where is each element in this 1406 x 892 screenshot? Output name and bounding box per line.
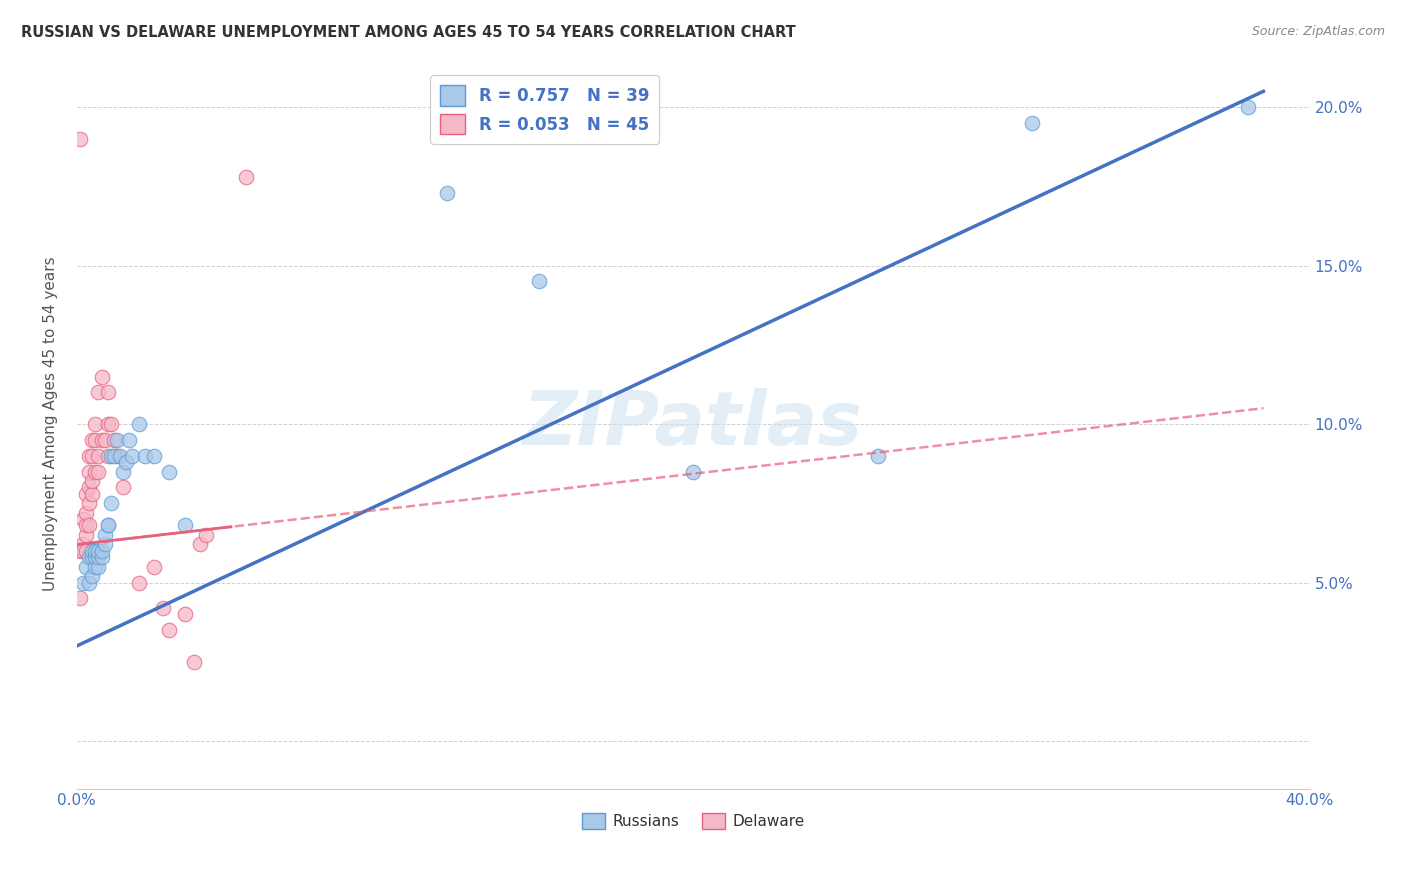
Delaware	[82, 433, 104, 447]
Delaware	[75, 544, 97, 558]
Delaware	[82, 449, 104, 463]
Russians	[97, 518, 120, 533]
Russians	[93, 537, 115, 551]
Text: RUSSIAN VS DELAWARE UNEMPLOYMENT AMONG AGES 45 TO 54 YEARS CORRELATION CHART: RUSSIAN VS DELAWARE UNEMPLOYMENT AMONG A…	[21, 25, 796, 40]
Russians	[128, 417, 150, 431]
Russians	[100, 496, 122, 510]
Delaware	[84, 417, 107, 431]
Russians	[103, 449, 125, 463]
Delaware	[97, 385, 120, 400]
Delaware	[69, 544, 91, 558]
Russians	[84, 559, 107, 574]
Delaware	[97, 417, 120, 431]
Russians	[84, 544, 107, 558]
Russians	[93, 528, 115, 542]
Russians	[77, 550, 100, 565]
Russians	[868, 449, 890, 463]
Russians	[90, 544, 112, 558]
Delaware	[75, 487, 97, 501]
Russians	[82, 550, 104, 565]
Delaware	[93, 433, 115, 447]
Delaware	[105, 449, 128, 463]
Russians	[157, 465, 180, 479]
Delaware	[87, 385, 110, 400]
Text: ZIPatlas: ZIPatlas	[523, 387, 863, 460]
Delaware	[72, 537, 94, 551]
Delaware	[97, 449, 120, 463]
Russians	[115, 455, 138, 469]
Russians	[682, 465, 704, 479]
Russians	[527, 275, 550, 289]
Delaware	[157, 623, 180, 637]
Russians	[1237, 100, 1260, 114]
Russians	[87, 550, 110, 565]
Russians	[108, 449, 131, 463]
Delaware	[195, 528, 218, 542]
Russians	[84, 550, 107, 565]
Russians	[105, 433, 128, 447]
Delaware	[77, 449, 100, 463]
Russians	[82, 544, 104, 558]
Russians	[436, 186, 458, 200]
Delaware	[183, 655, 205, 669]
Delaware	[90, 369, 112, 384]
Russians	[97, 518, 120, 533]
Delaware	[188, 537, 211, 551]
Delaware	[82, 474, 104, 488]
Delaware	[77, 518, 100, 533]
Russians	[77, 575, 100, 590]
Delaware	[84, 433, 107, 447]
Russians	[90, 550, 112, 565]
Delaware	[152, 600, 174, 615]
Russians	[118, 433, 141, 447]
Russians	[82, 569, 104, 583]
Delaware	[103, 433, 125, 447]
Russians	[173, 518, 195, 533]
Delaware	[69, 132, 91, 146]
Russians	[1021, 116, 1043, 130]
Russians	[87, 544, 110, 558]
Legend: Russians, Delaware: Russians, Delaware	[575, 807, 811, 836]
Russians	[112, 465, 135, 479]
Delaware	[87, 449, 110, 463]
Russians	[100, 449, 122, 463]
Delaware	[77, 496, 100, 510]
Delaware	[100, 417, 122, 431]
Delaware	[90, 433, 112, 447]
Russians	[121, 449, 143, 463]
Delaware	[82, 487, 104, 501]
Russians	[134, 449, 156, 463]
Delaware	[77, 465, 100, 479]
Delaware	[87, 465, 110, 479]
Russians	[75, 559, 97, 574]
Delaware	[77, 480, 100, 494]
Delaware	[75, 518, 97, 533]
Delaware	[69, 591, 91, 606]
Delaware	[112, 480, 135, 494]
Delaware	[84, 465, 107, 479]
Delaware	[142, 559, 165, 574]
Text: Source: ZipAtlas.com: Source: ZipAtlas.com	[1251, 25, 1385, 38]
Russians	[142, 449, 165, 463]
Delaware	[72, 544, 94, 558]
Y-axis label: Unemployment Among Ages 45 to 54 years: Unemployment Among Ages 45 to 54 years	[44, 257, 58, 591]
Delaware	[128, 575, 150, 590]
Delaware	[75, 506, 97, 520]
Delaware	[75, 528, 97, 542]
Delaware	[72, 512, 94, 526]
Delaware	[173, 607, 195, 622]
Delaware	[235, 169, 257, 184]
Russians	[72, 575, 94, 590]
Russians	[87, 559, 110, 574]
